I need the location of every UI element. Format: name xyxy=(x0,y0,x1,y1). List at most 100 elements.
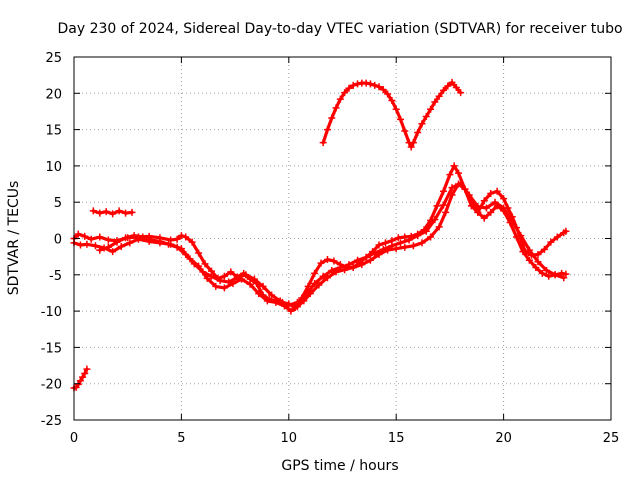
data-point xyxy=(96,233,104,241)
data-point xyxy=(396,115,404,123)
data-point xyxy=(89,207,97,215)
data-point xyxy=(379,86,387,94)
x-tick-label: 0 xyxy=(70,431,78,446)
data-point xyxy=(439,201,447,209)
y-tick-label: 0 xyxy=(54,233,62,248)
data-point xyxy=(446,171,454,179)
data-point xyxy=(439,187,447,195)
data-point xyxy=(525,256,533,264)
data-point xyxy=(407,143,415,151)
data-point xyxy=(394,234,402,242)
data-point xyxy=(173,243,181,251)
data-point xyxy=(480,214,488,222)
data-point xyxy=(212,282,220,290)
data-point xyxy=(83,365,91,373)
data-point xyxy=(96,246,104,254)
data-series xyxy=(70,78,570,392)
data-point xyxy=(268,291,276,299)
data-point xyxy=(418,239,426,247)
data-point xyxy=(418,120,426,128)
data-point xyxy=(104,243,112,251)
data-point xyxy=(76,377,84,385)
data-point xyxy=(250,275,258,283)
data-point xyxy=(560,274,568,282)
data-point xyxy=(293,298,301,306)
data-point xyxy=(201,260,209,268)
data-point xyxy=(474,203,482,211)
data-point xyxy=(276,297,284,305)
data-point xyxy=(83,240,91,248)
data-point xyxy=(366,80,374,88)
data-point xyxy=(76,241,84,249)
data-point xyxy=(190,260,198,268)
y-tick-label: 5 xyxy=(54,196,62,211)
data-point xyxy=(457,179,465,187)
data-point xyxy=(302,291,310,299)
y-tick-label: -15 xyxy=(41,341,62,356)
data-point xyxy=(319,272,327,280)
y-axis-ticks: -25 -20 -15 -10 -5 0 5 10 15 20 25 xyxy=(41,51,611,429)
data-point xyxy=(182,250,190,258)
data-point xyxy=(259,282,267,290)
data-point xyxy=(207,272,215,280)
data-point xyxy=(519,248,527,256)
x-tick-label: 20 xyxy=(495,431,512,446)
data-point xyxy=(147,236,155,244)
data-point xyxy=(358,261,366,269)
data-point xyxy=(182,233,190,241)
data-point xyxy=(401,233,409,241)
data-point xyxy=(87,235,95,243)
data-point xyxy=(115,207,123,215)
data-point xyxy=(457,89,465,97)
data-point xyxy=(362,253,370,261)
y-tick-label: 15 xyxy=(45,124,62,139)
data-point xyxy=(74,230,82,238)
data-point xyxy=(345,261,353,269)
data-point xyxy=(246,280,254,288)
data-point xyxy=(538,269,546,277)
data-point xyxy=(255,290,263,298)
y-tick-label: 25 xyxy=(45,51,62,66)
data-point xyxy=(317,259,325,267)
data-point xyxy=(534,250,542,258)
data-point xyxy=(272,298,280,306)
data-point xyxy=(401,243,409,251)
x-tick-label: 25 xyxy=(603,431,620,446)
data-point xyxy=(450,162,458,170)
data-point xyxy=(104,236,112,244)
data-point xyxy=(480,197,488,205)
data-point xyxy=(165,240,173,248)
data-point xyxy=(220,272,228,280)
data-point xyxy=(354,256,362,264)
data-point xyxy=(487,189,495,197)
data-point xyxy=(311,280,319,288)
data-point xyxy=(562,227,570,235)
y-tick-label: -25 xyxy=(41,414,62,429)
data-point xyxy=(414,129,422,137)
data-point xyxy=(381,239,389,247)
data-point xyxy=(336,95,344,103)
y-tick-label: -20 xyxy=(41,378,62,393)
data-point xyxy=(341,89,349,97)
data-point xyxy=(465,191,473,199)
data-point xyxy=(122,209,130,217)
data-point xyxy=(366,256,374,264)
series-segment-short xyxy=(89,207,136,218)
data-point xyxy=(328,114,336,122)
data-point xyxy=(562,270,570,278)
data-point xyxy=(517,232,525,240)
data-point xyxy=(375,241,383,249)
data-point xyxy=(345,84,353,92)
data-point xyxy=(444,82,452,90)
data-point xyxy=(545,272,553,280)
data-point xyxy=(242,271,250,279)
data-point xyxy=(392,245,400,253)
data-point xyxy=(126,239,134,247)
data-point xyxy=(285,301,293,309)
data-point xyxy=(534,258,542,266)
data-point xyxy=(414,232,422,240)
data-point xyxy=(128,208,136,216)
data-point xyxy=(139,233,147,241)
data-point xyxy=(195,249,203,257)
